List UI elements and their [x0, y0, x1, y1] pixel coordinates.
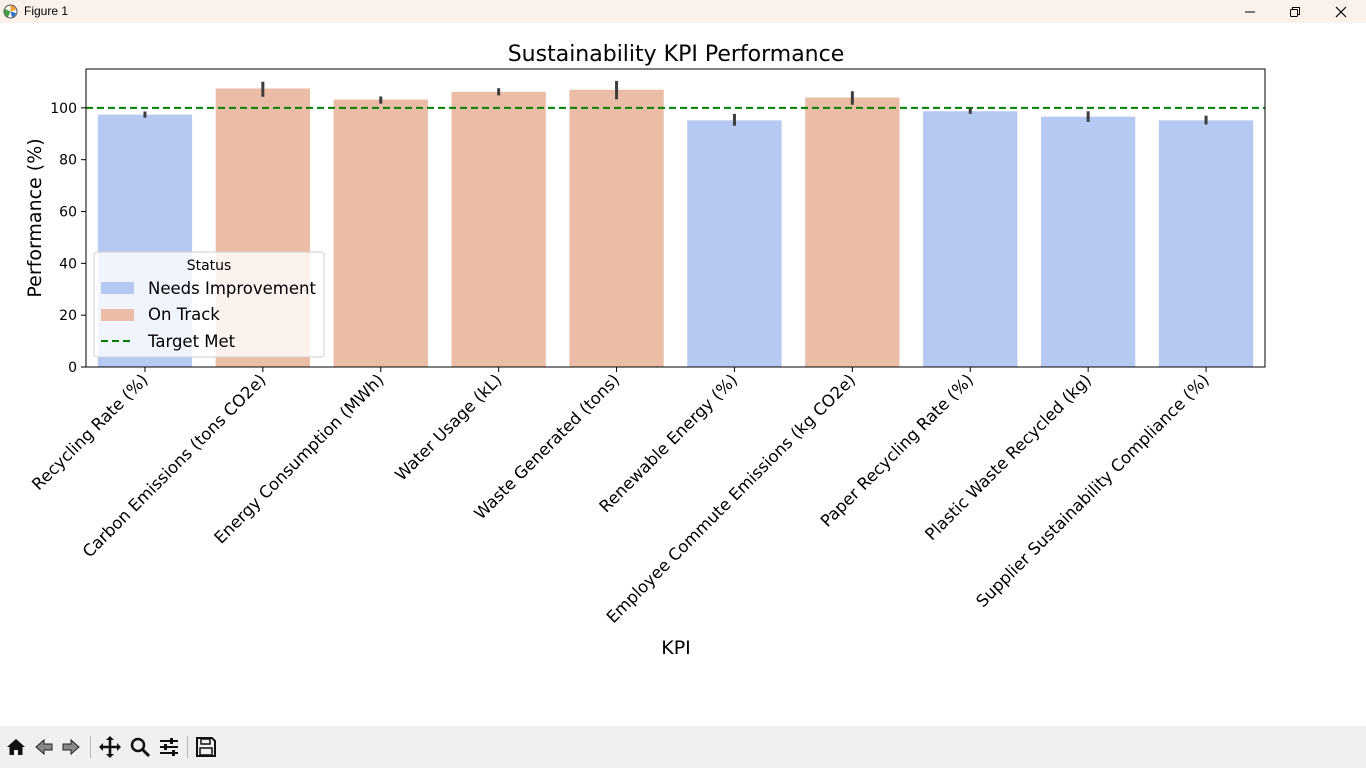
- toolbar-separator: [187, 736, 188, 758]
- minimize-button[interactable]: [1227, 0, 1273, 23]
- matplotlib-logo-icon: [3, 4, 18, 19]
- pan-icon: [99, 736, 121, 758]
- x-tick-label: Employee Commute Emissions (kg CO2e): [603, 370, 859, 626]
- bar-chart: Sustainability KPI Performance 0 20 40 60 80…: [24, 42, 1266, 659]
- configure-icon: [160, 738, 178, 756]
- y-tick-label: 80: [59, 153, 77, 169]
- forward-button[interactable]: [58, 734, 84, 760]
- legend-label-needs-improvement: Needs Improvement: [148, 279, 316, 298]
- x-tick-label: Renewable Energy (%): [596, 370, 742, 516]
- plot-frame: [85, 68, 1266, 368]
- zoom-icon: [130, 737, 151, 758]
- y-axis-label: Performance (%): [24, 138, 46, 297]
- legend-label-on-track: On Track: [148, 305, 220, 324]
- x-tick-label: Recycling Rate (%): [28, 370, 152, 494]
- home-icon: [7, 739, 25, 755]
- bar-paper-recycling-rate: [923, 111, 1018, 368]
- x-axis-label: KPI: [661, 637, 691, 659]
- configure-subplots-button[interactable]: [156, 734, 182, 760]
- legend-swatch-needs-improvement: [101, 282, 134, 294]
- minimize-icon: [1245, 11, 1255, 12]
- y-tick-label: 100: [50, 101, 77, 117]
- y-tick-label: 0: [68, 360, 77, 376]
- close-button[interactable]: [1318, 0, 1364, 23]
- bar-employee-commute-emissions-kg-co2e: [805, 97, 900, 368]
- pan-button[interactable]: [97, 734, 123, 760]
- legend-label-target-met: Target Met: [147, 332, 236, 351]
- forward-icon: [62, 738, 80, 756]
- chart-title: Sustainability KPI Performance: [508, 42, 845, 67]
- x-tick-label: Water Usage (kL): [391, 370, 505, 484]
- restore-icon: [1290, 6, 1300, 17]
- legend-swatch-on-track: [101, 309, 134, 321]
- y-tick-label: 20: [59, 308, 77, 324]
- y-tick-label: 40: [59, 256, 77, 272]
- figure-canvas[interactable]: Sustainability KPI Performance 0 20 40 60 80…: [0, 23, 1366, 726]
- back-button[interactable]: [31, 734, 57, 760]
- y-tick-label: 60: [59, 205, 77, 221]
- save-icon: [196, 737, 216, 757]
- restore-button[interactable]: [1272, 0, 1318, 23]
- bar-renewable-energy: [687, 120, 782, 367]
- bar-plastic-waste-recycled-kg: [1040, 116, 1136, 368]
- legend-box: [93, 251, 325, 358]
- x-tick-label: Supplier Sustainability Compliance (%): [972, 370, 1213, 611]
- bar-supplier-sustainability-compliance: [1158, 120, 1254, 367]
- legend-title: Status: [187, 258, 232, 274]
- zoom-button[interactable]: [127, 734, 153, 760]
- navigation-toolbar: [0, 726, 1366, 768]
- back-icon: [35, 738, 53, 756]
- toolbar-separator: [90, 736, 91, 758]
- x-tick-label: Carbon Emissions (tons CO2e): [79, 370, 270, 561]
- bar-waste-generated-tons: [569, 89, 664, 367]
- window-titlebar: Figure 1: [0, 0, 1366, 23]
- bar-water-usage-kl: [451, 91, 546, 368]
- close-icon: [1335, 6, 1347, 17]
- home-button[interactable]: [3, 734, 29, 760]
- window-title: Figure 1: [24, 4, 69, 18]
- legend: Status Needs Improvement On Track Target…: [93, 251, 325, 358]
- bar-energy-consumption-mwh: [333, 99, 428, 367]
- save-button[interactable]: [193, 734, 219, 760]
